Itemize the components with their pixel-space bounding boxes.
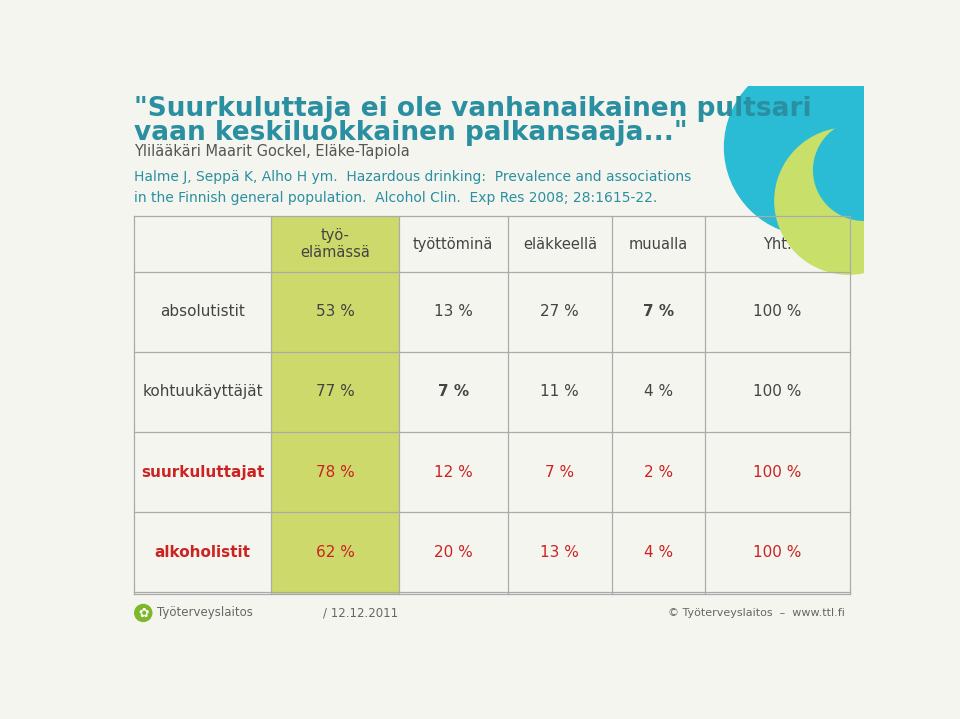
Text: 11 %: 11 % <box>540 385 579 400</box>
Text: 100 %: 100 % <box>754 304 802 319</box>
Circle shape <box>814 120 914 220</box>
Text: 100 %: 100 % <box>754 464 802 480</box>
Text: eläkkeellä: eläkkeellä <box>523 237 597 252</box>
Text: "Suurkuluttaja ei ole vanhanaikainen pultsari: "Suurkuluttaja ei ole vanhanaikainen pul… <box>134 96 811 122</box>
Text: 7 %: 7 % <box>438 385 468 400</box>
Text: muualla: muualla <box>629 237 688 252</box>
Text: / 12.12.2011: / 12.12.2011 <box>323 606 397 620</box>
Text: 78 %: 78 % <box>316 464 354 480</box>
Text: 27 %: 27 % <box>540 304 579 319</box>
Text: 100 %: 100 % <box>754 385 802 400</box>
Text: 62 %: 62 % <box>316 544 354 559</box>
Circle shape <box>725 58 902 236</box>
Text: 12 %: 12 % <box>434 464 472 480</box>
Circle shape <box>134 605 152 621</box>
Text: absolutistit: absolutistit <box>160 304 245 319</box>
Bar <box>271 216 399 272</box>
Text: Ylilääkäri Maarit Gockel, Eläke-Tapiola: Ylilääkäri Maarit Gockel, Eläke-Tapiola <box>134 144 410 159</box>
Text: 7 %: 7 % <box>545 464 574 480</box>
Text: 53 %: 53 % <box>316 304 354 319</box>
Text: Yht.: Yht. <box>763 237 792 252</box>
Bar <box>271 352 399 432</box>
Bar <box>271 512 399 592</box>
Text: 7 %: 7 % <box>643 304 674 319</box>
Text: Työterveyslaitos: Työterveyslaitos <box>157 606 253 620</box>
Text: kohtuukäyttäjät: kohtuukäyttäjät <box>142 385 263 400</box>
Text: työttöminä: työttöminä <box>413 237 493 252</box>
Bar <box>271 432 399 512</box>
Text: © Työterveyslaitos  –  www.ttl.fi: © Työterveyslaitos – www.ttl.fi <box>668 608 845 618</box>
Text: ✿: ✿ <box>138 606 149 620</box>
Bar <box>271 272 399 352</box>
Circle shape <box>775 128 923 274</box>
Text: 13 %: 13 % <box>540 544 579 559</box>
Text: 13 %: 13 % <box>434 304 472 319</box>
Text: 100 %: 100 % <box>754 544 802 559</box>
Text: työ-
elämässä: työ- elämässä <box>300 228 370 260</box>
Text: Halme J, Seppä K, Alho H ym.  Hazardous drinking:  Prevalence and associations
i: Halme J, Seppä K, Alho H ym. Hazardous d… <box>134 170 691 205</box>
Text: alkoholistit: alkoholistit <box>155 544 251 559</box>
Text: 4 %: 4 % <box>644 385 673 400</box>
Text: 4 %: 4 % <box>644 544 673 559</box>
Text: 77 %: 77 % <box>316 385 354 400</box>
Bar <box>271 592 399 594</box>
Text: suurkuluttajat: suurkuluttajat <box>141 464 264 480</box>
Text: vaan keskiluokkainen palkansaaja...": vaan keskiluokkainen palkansaaja..." <box>134 120 687 146</box>
Text: 2 %: 2 % <box>644 464 673 480</box>
Text: 20 %: 20 % <box>434 544 472 559</box>
